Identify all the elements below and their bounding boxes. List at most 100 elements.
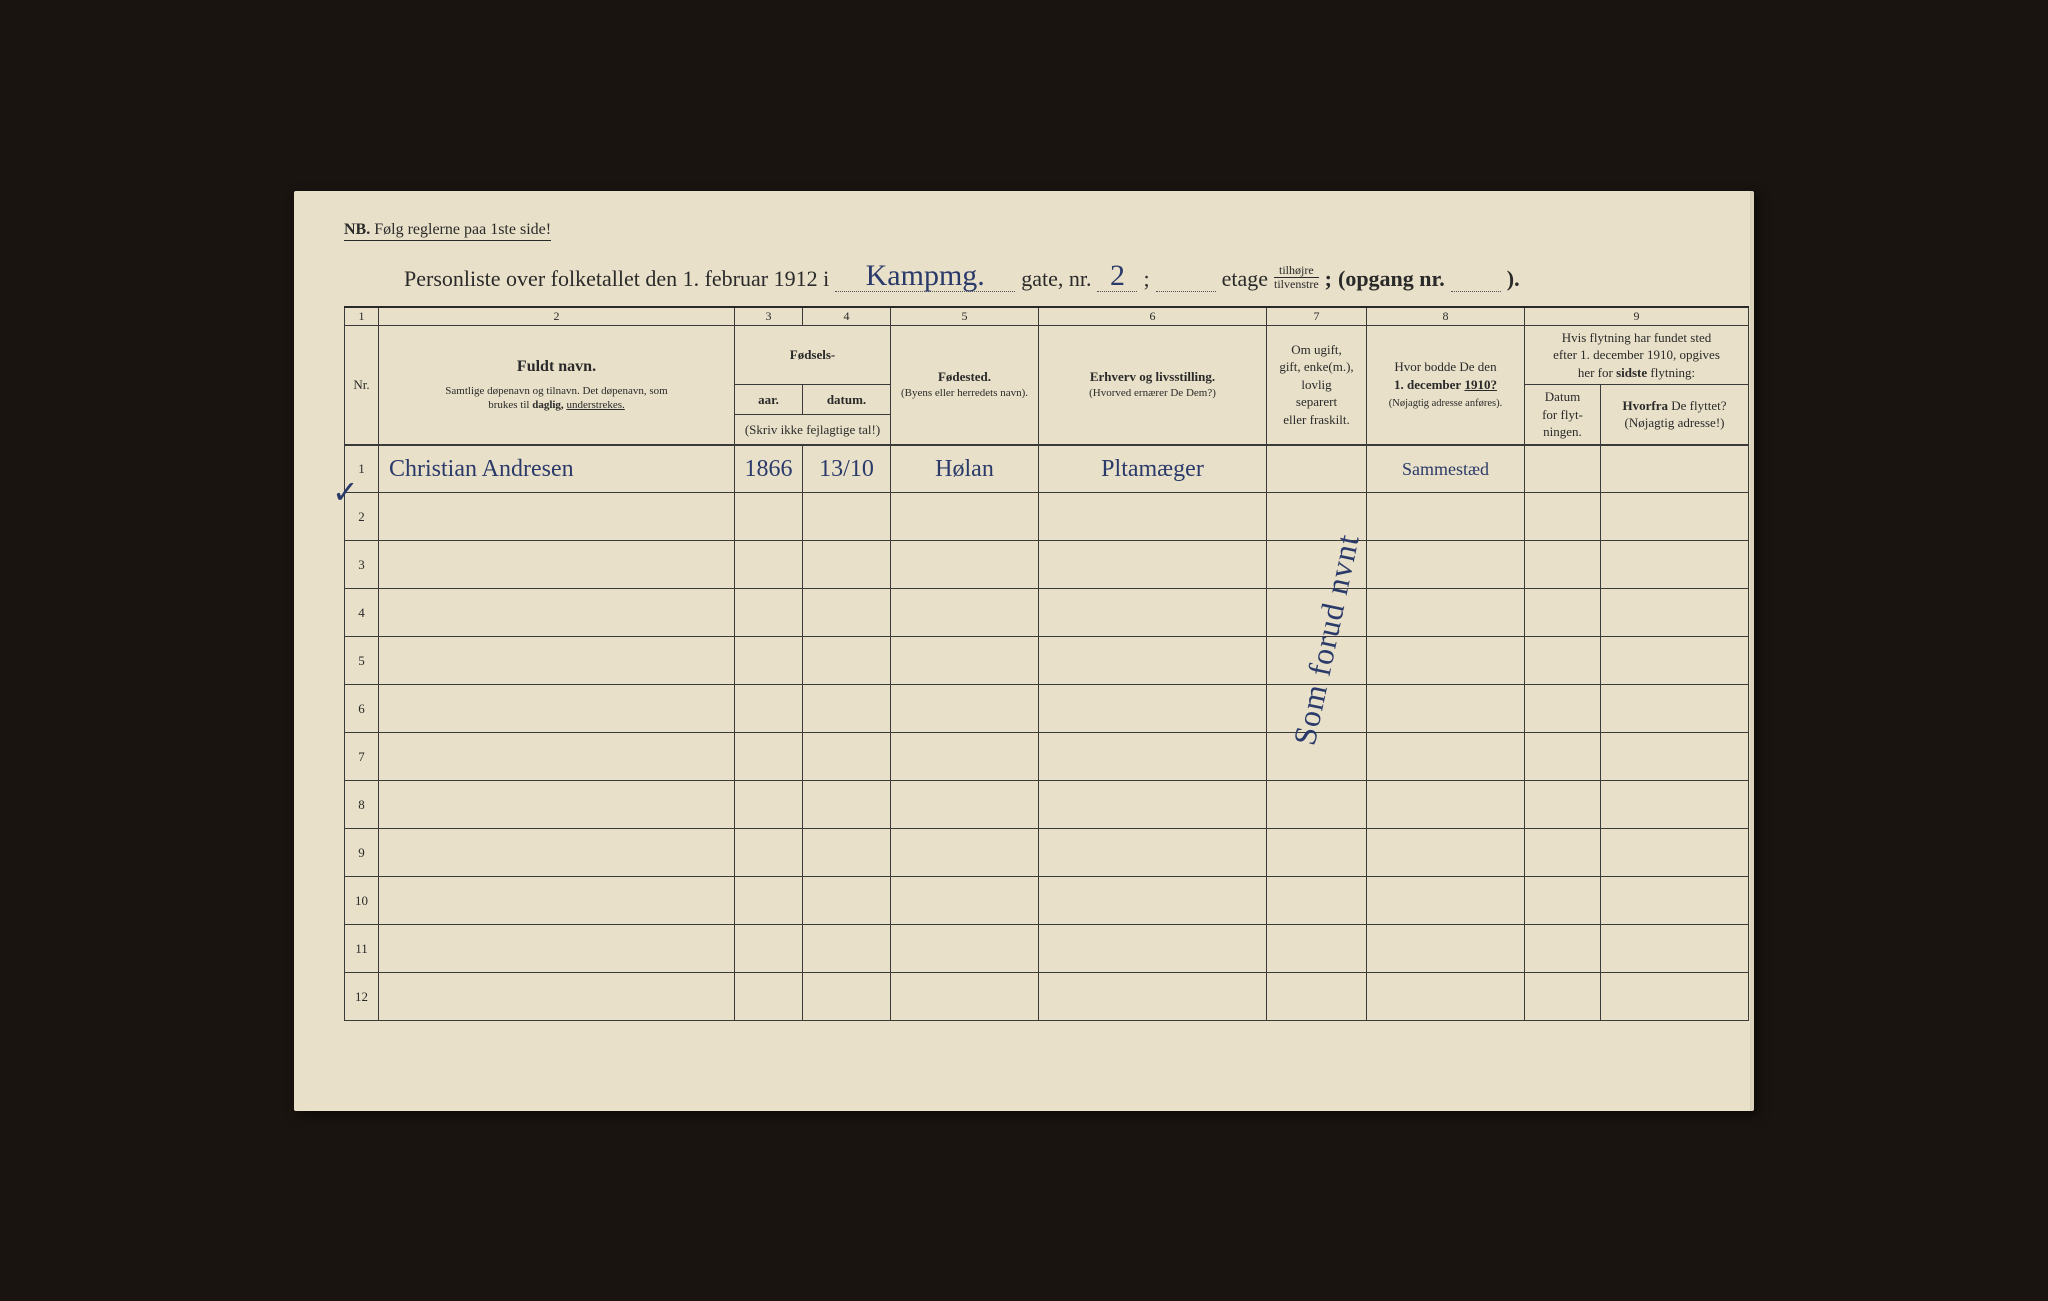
row-number: 7 (345, 733, 379, 781)
hdr-occupation: Erhverv og livsstilling. (Hvorved ernære… (1039, 325, 1267, 445)
row-number: 5 (345, 637, 379, 685)
cell-birth-date (803, 685, 891, 733)
cell-birth-date (803, 781, 891, 829)
cell-name (379, 781, 735, 829)
cell-birthplace (891, 541, 1039, 589)
cell-birth-date (803, 925, 891, 973)
cell-birth-date: 13/10 (803, 445, 891, 493)
cell-occupation (1039, 733, 1267, 781)
cell-move-date (1525, 589, 1601, 637)
cell-addr1910 (1367, 685, 1525, 733)
cell-move-date (1525, 877, 1601, 925)
hdr-birth-group: Fødsels- (735, 325, 891, 385)
hdr-occ-sub: (Hvorved ernærer De Dem?) (1043, 386, 1262, 401)
cell-birthplace (891, 877, 1039, 925)
cell-birth-date (803, 637, 891, 685)
cell-move-from (1601, 877, 1749, 925)
cell-occupation (1039, 637, 1267, 685)
colnum-6: 6 (1039, 307, 1267, 326)
opgang-blank (1451, 291, 1501, 292)
cell-addr1910 (1367, 589, 1525, 637)
hdr-birth-date: datum. (803, 385, 891, 415)
semicolon-1: ; (1143, 266, 1149, 292)
cell-addr1910 (1367, 925, 1525, 973)
cell-marital (1267, 445, 1367, 493)
table-row: 2 (345, 493, 1749, 541)
cell-move-date (1525, 445, 1601, 493)
cell-move-date (1525, 685, 1601, 733)
cell-move-from (1601, 493, 1749, 541)
census-tbody: 1Christian Andresen186613/10HølanPltamæg… (345, 445, 1749, 1021)
colnum-5: 5 (891, 307, 1039, 326)
cell-move-from (1601, 637, 1749, 685)
colnum-2: 2 (379, 307, 735, 326)
cell-birth-date (803, 589, 891, 637)
cell-addr1910 (1367, 973, 1525, 1021)
table-row: 9 (345, 829, 1749, 877)
cell-birthplace (891, 733, 1039, 781)
cell-name (379, 589, 735, 637)
hdr-name-sub1: Samtlige døpenavn og tilnavn. Det døpena… (445, 385, 667, 397)
cell-move-from (1601, 685, 1749, 733)
hdr-birthplace-title: Fødested. (895, 368, 1034, 386)
colnum-4: 4 (803, 307, 891, 326)
table-row: 5 (345, 637, 1749, 685)
colnum-9: 9 (1525, 307, 1749, 326)
hdr-move-from: Hvorfra De flyttet? (Nøjagtig adresse!) (1601, 385, 1749, 445)
cell-move-date (1525, 781, 1601, 829)
cell-birthplace (891, 685, 1039, 733)
cell-birthplace (891, 829, 1039, 877)
table-row: 6 (345, 685, 1749, 733)
cell-birthplace (891, 925, 1039, 973)
cell-addr1910 (1367, 541, 1525, 589)
hdr-birth-year: aar. (735, 385, 803, 415)
cell-move-from (1601, 781, 1749, 829)
cell-marital (1267, 781, 1367, 829)
cell-birth-year (735, 829, 803, 877)
hdr-name-sub2: brukes til (488, 399, 529, 411)
cell-name (379, 733, 735, 781)
cell-marital (1267, 973, 1367, 1021)
cell-move-from (1601, 733, 1749, 781)
cell-addr1910 (1367, 829, 1525, 877)
row-number: 11 (345, 925, 379, 973)
header-row-1: Nr. Fuldt navn. Samtlige døpenavn og til… (345, 325, 1749, 385)
cell-addr1910 (1367, 733, 1525, 781)
opgang-close: ). (1507, 266, 1520, 292)
cell-move-date (1525, 733, 1601, 781)
cell-name (379, 925, 735, 973)
cell-move-from (1601, 445, 1749, 493)
colnum-8: 8 (1367, 307, 1525, 326)
cell-occupation (1039, 829, 1267, 877)
table-row: 1Christian Andresen186613/10HølanPltamæg… (345, 445, 1749, 493)
semicolon-2: ; (1325, 266, 1332, 292)
cell-occupation (1039, 781, 1267, 829)
hdr-occ-title: Erhverv og livsstilling. (1043, 368, 1262, 386)
table-row: 11 (345, 925, 1749, 973)
form-title-line: Personliste over folketallet den 1. febr… (344, 261, 1704, 292)
hdr-name-sub2b: daglig, (532, 399, 563, 411)
table-row: 12 (345, 973, 1749, 1021)
nb-instruction: NB. Følg reglerne paa 1ste side! (344, 221, 551, 243)
colnum-7: 7 (1267, 307, 1367, 326)
hdr-birthplace-sub: (Byens eller herredets navn). (895, 386, 1034, 401)
row-number: 8 (345, 781, 379, 829)
hdr-move-date: Datum for flyt- ningen. (1525, 385, 1601, 445)
cell-birthplace (891, 637, 1039, 685)
cell-occupation (1039, 589, 1267, 637)
cell-occupation (1039, 973, 1267, 1021)
cell-addr1910 (1367, 637, 1525, 685)
cell-birth-year (735, 493, 803, 541)
gate-number-handwritten: 2 (1097, 261, 1137, 292)
cell-birth-date (803, 541, 891, 589)
cell-birth-year (735, 589, 803, 637)
hdr-name-title: Fuldt navn. (383, 356, 730, 378)
cell-birthplace (891, 781, 1039, 829)
cell-addr1910 (1367, 781, 1525, 829)
cell-birthplace (891, 973, 1039, 1021)
cell-name (379, 829, 735, 877)
gate-label: gate, nr. (1021, 266, 1091, 292)
cell-birth-year (735, 781, 803, 829)
cell-move-from (1601, 829, 1749, 877)
title-lead: Personliste over folketallet den 1. febr… (404, 266, 829, 292)
